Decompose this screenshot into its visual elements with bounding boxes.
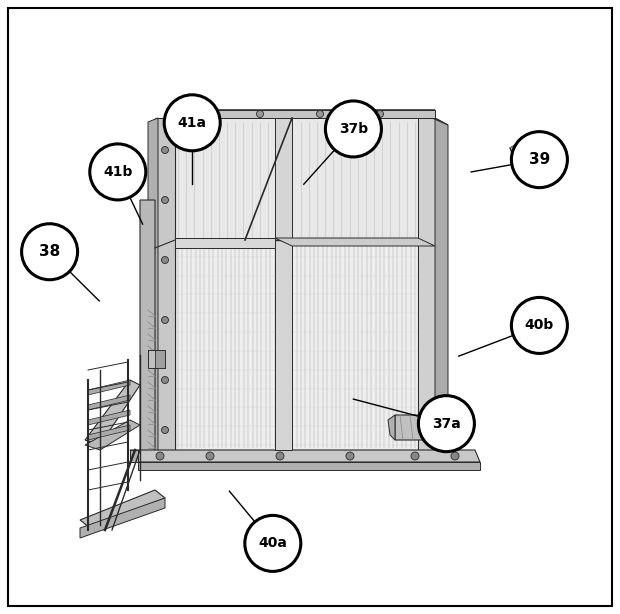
Circle shape: [161, 376, 169, 384]
Text: 38: 38: [39, 244, 60, 259]
Polygon shape: [88, 410, 130, 425]
Polygon shape: [130, 450, 480, 462]
Circle shape: [276, 452, 284, 460]
Polygon shape: [435, 118, 448, 460]
Circle shape: [451, 452, 459, 460]
Circle shape: [161, 147, 169, 154]
Circle shape: [161, 196, 169, 203]
Circle shape: [90, 144, 146, 200]
Text: 39: 39: [529, 152, 550, 167]
Polygon shape: [85, 380, 140, 445]
Polygon shape: [88, 395, 130, 410]
Circle shape: [512, 131, 567, 188]
Polygon shape: [130, 450, 138, 462]
Circle shape: [326, 101, 381, 157]
Circle shape: [161, 257, 169, 263]
Polygon shape: [88, 380, 130, 395]
Circle shape: [206, 452, 214, 460]
Polygon shape: [155, 118, 175, 450]
Polygon shape: [175, 238, 275, 248]
Text: 40a: 40a: [259, 537, 287, 550]
Polygon shape: [88, 425, 130, 440]
Polygon shape: [148, 350, 165, 368]
Text: eReplacementParts.com: eReplacementParts.com: [225, 333, 395, 347]
Circle shape: [376, 111, 384, 117]
Text: 41a: 41a: [178, 116, 206, 130]
Circle shape: [316, 111, 324, 117]
Polygon shape: [140, 200, 155, 452]
Circle shape: [245, 515, 301, 572]
Circle shape: [411, 452, 419, 460]
Circle shape: [22, 223, 78, 280]
Polygon shape: [168, 110, 435, 118]
Polygon shape: [80, 490, 165, 528]
Polygon shape: [168, 110, 435, 118]
Circle shape: [257, 111, 264, 117]
Circle shape: [418, 395, 474, 452]
Polygon shape: [418, 118, 448, 125]
Polygon shape: [138, 462, 480, 470]
Polygon shape: [175, 118, 418, 240]
Polygon shape: [510, 140, 530, 163]
Text: 41b: 41b: [103, 165, 133, 179]
Text: 37a: 37a: [432, 417, 461, 430]
Circle shape: [512, 297, 567, 354]
Polygon shape: [418, 118, 435, 455]
Circle shape: [161, 427, 169, 433]
Polygon shape: [80, 498, 165, 538]
Polygon shape: [155, 350, 165, 368]
Circle shape: [156, 452, 164, 460]
Polygon shape: [85, 420, 140, 450]
Polygon shape: [175, 118, 418, 450]
Text: 40b: 40b: [525, 319, 554, 332]
Circle shape: [164, 95, 220, 151]
Text: 37b: 37b: [339, 122, 368, 136]
Polygon shape: [275, 238, 435, 246]
Circle shape: [161, 316, 169, 324]
Polygon shape: [148, 118, 158, 456]
Polygon shape: [388, 415, 395, 440]
Circle shape: [197, 111, 203, 117]
Polygon shape: [275, 118, 292, 450]
Circle shape: [346, 452, 354, 460]
Polygon shape: [175, 110, 435, 118]
Polygon shape: [395, 415, 448, 440]
